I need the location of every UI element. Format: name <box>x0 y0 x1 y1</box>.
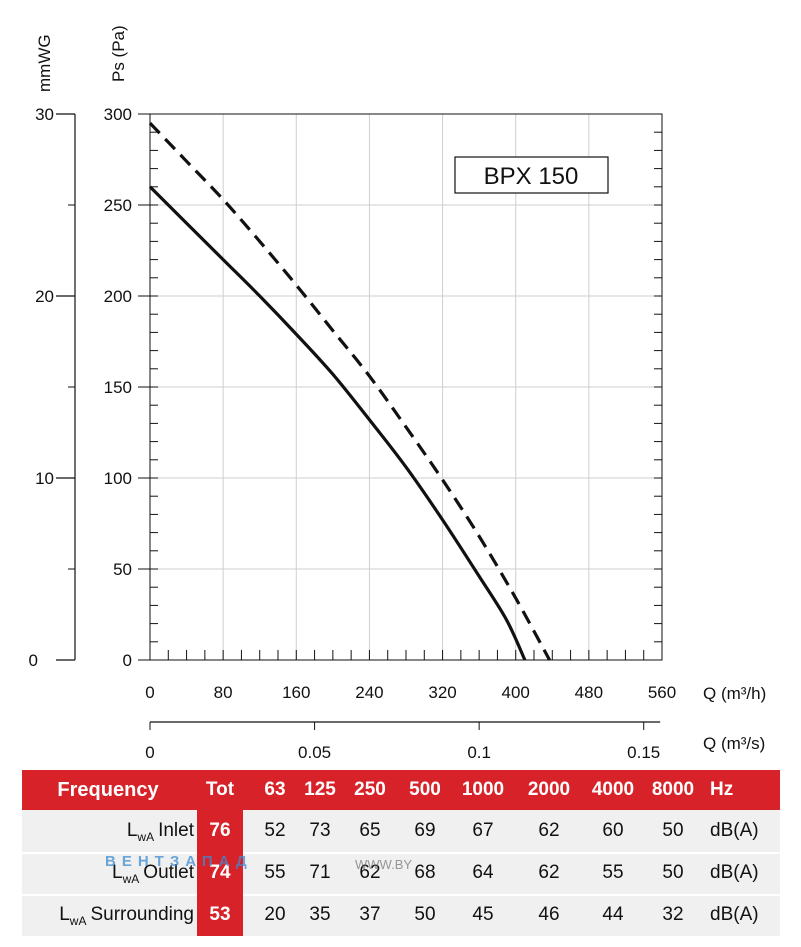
x-tick-label: 160 <box>282 683 310 702</box>
band-value: 46 <box>538 904 560 925</box>
band-value: 65 <box>359 820 381 841</box>
band-value: 73 <box>309 820 331 841</box>
band-value: 62 <box>538 820 560 841</box>
y-tick-labels: 0 50 100 150 200 250 300 <box>104 105 150 670</box>
band-header: 2000 <box>527 779 571 800</box>
secondary-y-axis-label: mmWG <box>35 34 54 92</box>
series-layer <box>148 121 551 661</box>
tot-value: 74 <box>197 852 243 894</box>
band-value: 50 <box>662 820 684 841</box>
x-tick-labels: 0 80 160 240 320 400 480 560 <box>145 683 676 702</box>
y-tick-label: 100 <box>104 469 132 488</box>
m3s-tick-label: 0.15 <box>627 743 660 762</box>
band-value: 67 <box>472 820 494 841</box>
mmwg-tick-label: 20 <box>35 287 54 306</box>
y-tick-label: 250 <box>104 196 132 215</box>
band-value: 50 <box>414 904 436 925</box>
x-tick-label: 480 <box>575 683 603 702</box>
band-value: 32 <box>662 904 684 925</box>
band-value: 62 <box>359 862 381 883</box>
mmwg-tick-label: 10 <box>35 469 54 488</box>
secondary-x-axis-label: Q (m³/s) <box>703 734 765 753</box>
band-value: 71 <box>309 862 331 883</box>
row-divider <box>22 894 780 896</box>
band-value: 52 <box>264 820 286 841</box>
band-value: 64 <box>472 862 494 883</box>
band-value: 62 <box>538 862 560 883</box>
frequency-header-row: Frequency Tot 63 125 250 500 1000 2000 4… <box>22 770 780 810</box>
m3s-tick-label: 0 <box>145 743 154 762</box>
band-header: 500 <box>409 779 441 800</box>
chart-grid <box>150 114 662 660</box>
y-tick-label: 200 <box>104 287 132 306</box>
mmwg-axis: 0 10 20 30 <box>29 105 76 670</box>
band-value: 45 <box>472 904 494 925</box>
mmwg-tick-label: 30 <box>35 105 54 124</box>
x-tick-label: 240 <box>355 683 383 702</box>
title-box <box>454 156 609 194</box>
band-header: 63 <box>264 779 286 800</box>
m3s-tick-label: 0.1 <box>467 743 491 762</box>
sound-power-table: Frequency Tot 63 125 250 500 1000 2000 4… <box>22 770 780 936</box>
minor-ticks <box>149 113 663 661</box>
band-value: 55 <box>264 862 286 883</box>
band-value: 68 <box>414 862 436 883</box>
frequency-label: Frequency <box>57 778 159 801</box>
band-value: 55 <box>602 862 624 883</box>
unit-value: dB(A) <box>710 862 759 883</box>
band-header: 4000 <box>591 779 635 800</box>
y-tick-label: 50 <box>113 560 132 579</box>
tot-value: 53 <box>197 894 243 936</box>
unit-header: Hz <box>710 779 734 800</box>
x-tick-label: 0 <box>145 683 154 702</box>
x-axis-label: Q (m³/h) <box>703 684 766 703</box>
x-tick-label: 560 <box>648 683 676 702</box>
band-value: 69 <box>414 820 436 841</box>
tot-header: Tot <box>197 770 243 810</box>
unit-value: dB(A) <box>710 820 759 841</box>
x-tick-label: 80 <box>214 683 233 702</box>
band-value: 60 <box>602 820 624 841</box>
fan-performance-chart: 0 50 100 150 200 250 300 0 10 20 30 0 80 160 240 320 4… <box>29 25 767 762</box>
series-solid-curve <box>148 185 527 661</box>
unit-value: dB(A) <box>710 904 759 925</box>
x-tick-label: 400 <box>502 683 530 702</box>
y-axis-label: Ps (Pa) <box>109 25 128 82</box>
m3s-tick-label: 0.05 <box>298 743 331 762</box>
band-header: 8000 <box>651 779 695 800</box>
row-divider <box>22 852 780 854</box>
tot-value: 76 <box>197 810 243 852</box>
y-tick-label: 150 <box>104 378 132 397</box>
band-value: 37 <box>359 904 381 925</box>
band-header: 250 <box>354 779 386 800</box>
y-tick-label: 0 <box>123 651 132 670</box>
series-dashed-curve <box>148 121 551 661</box>
band-value: 50 <box>662 862 684 883</box>
band-header: 125 <box>304 779 336 800</box>
band-value: 44 <box>602 904 624 925</box>
chart-title: BPX 150 <box>484 163 579 190</box>
band-value: 20 <box>264 904 286 925</box>
band-value: 35 <box>309 904 331 925</box>
band-header: 1000 <box>461 779 505 800</box>
mmwg-tick-label: 0 <box>29 651 38 670</box>
x-tick-label: 320 <box>428 683 456 702</box>
m3s-axis: 0 0.05 0.1 0.15 <box>145 721 660 762</box>
y-tick-label: 300 <box>104 105 132 124</box>
